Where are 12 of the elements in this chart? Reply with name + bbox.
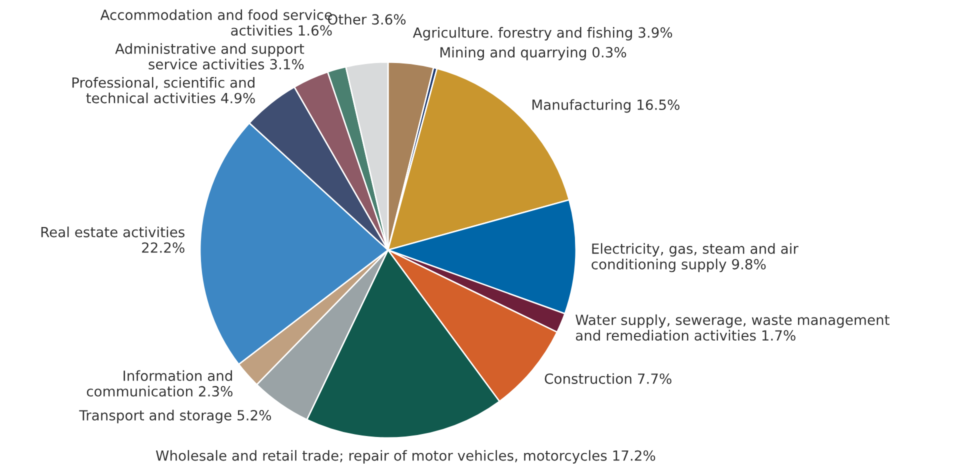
slice-label: Real estate activities 22.2%: [41, 226, 184, 253]
slice-label: Construction 7.7%: [544, 373, 672, 384]
slice-label: Professional, scientific and technical activities 4.9%: [72, 77, 255, 104]
slice-label: Administrative and support service activities 3.1%: [115, 43, 304, 70]
slice-label: Agriculture. forestry and fishing 3.9%: [412, 27, 672, 40]
slice-label: Transport and storage 5.2%: [79, 410, 272, 424]
slice-label: Mining and quarrying 0.3%: [440, 46, 626, 60]
slice-label: Manufacturing 16.5%: [532, 99, 680, 113]
slice-label: Electricity, gas, steam and air conditioning supply 9.8%: [592, 243, 798, 272]
slice-label: Wholesale and retail trade; repair of motor vehicles, motorcycles 17.2%: [156, 450, 656, 464]
slice-label: Information and communication 2.3%: [86, 370, 232, 397]
slice-label: Water supply, sewerage, waste management and remediation activities 1.7%: [576, 314, 890, 341]
